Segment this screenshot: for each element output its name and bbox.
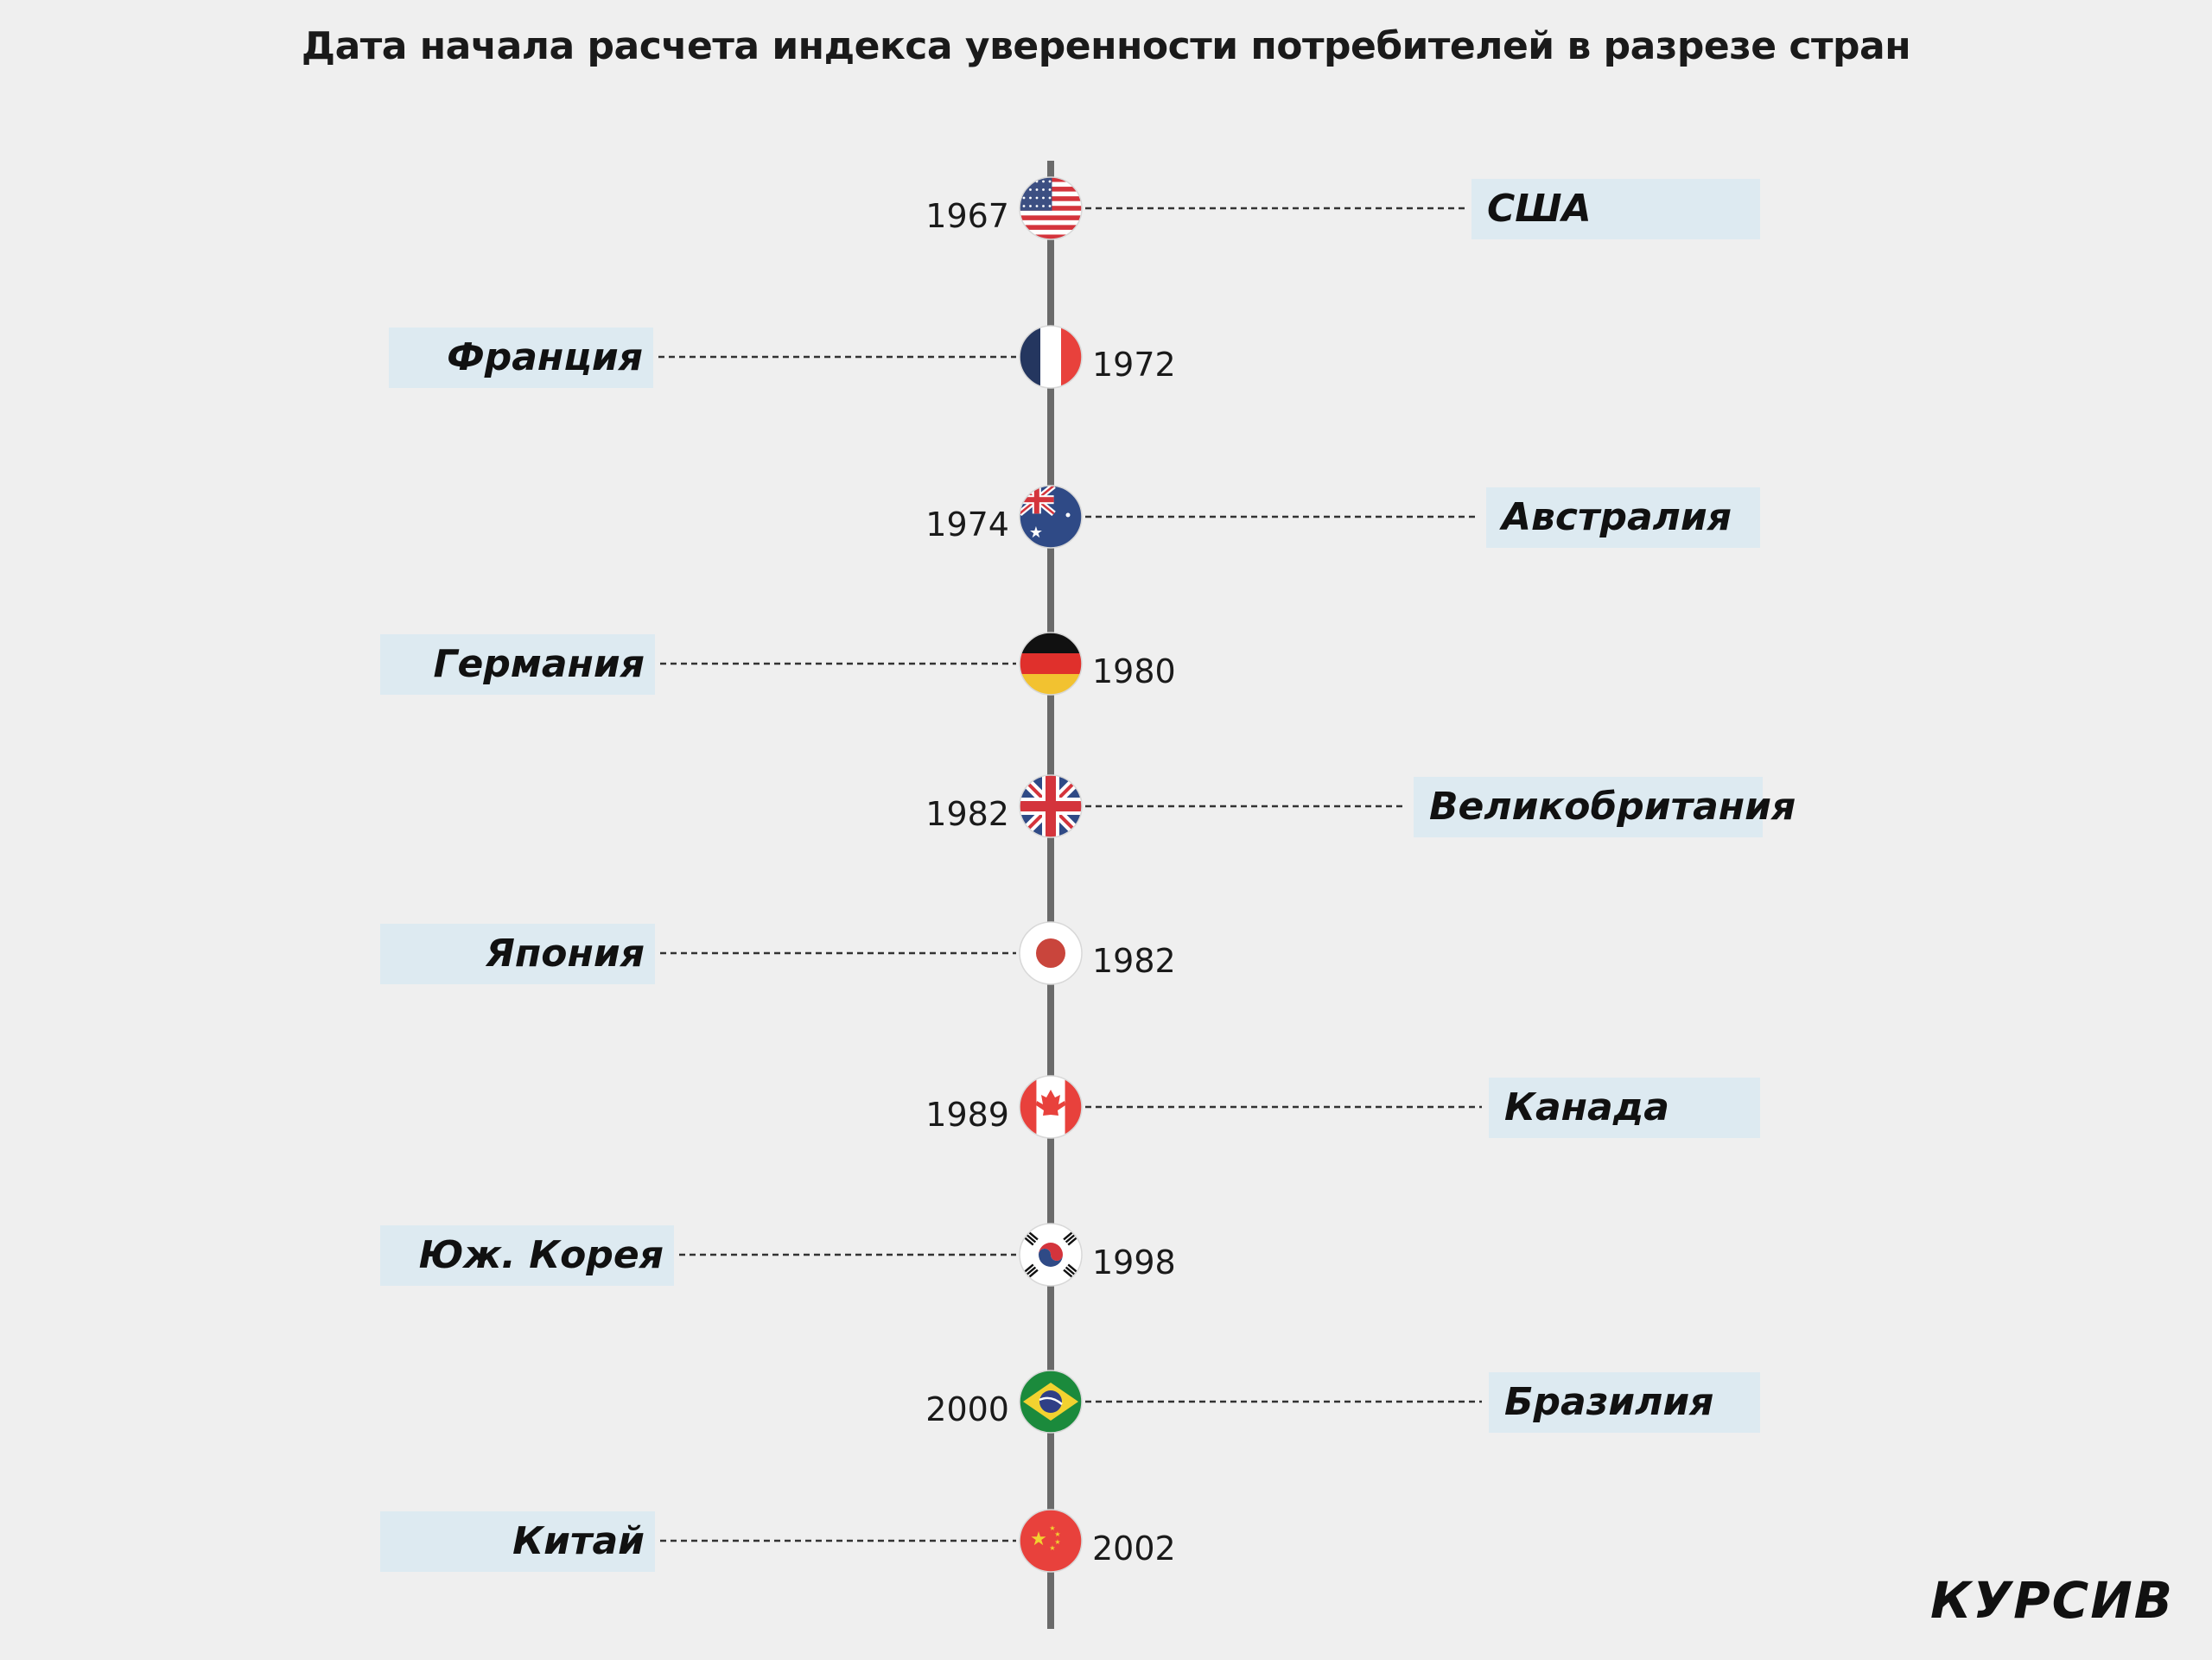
country-label: Германия	[433, 642, 645, 686]
country-label: Китай	[512, 1519, 645, 1563]
svg-text:★: ★	[1049, 1544, 1055, 1552]
timeline-event: Китай 2002★★★★★	[380, 1509, 1176, 1573]
country-label-box	[389, 328, 653, 388]
svg-text:★: ★	[1054, 1530, 1060, 1538]
timeline-event: Франция 1972	[389, 325, 1176, 389]
timeline-event: Канада 1989	[925, 1075, 1760, 1139]
year-label: 1982	[1092, 942, 1176, 980]
year-label: 1967	[925, 197, 1009, 235]
timeline-event: Великобритания 1982	[925, 774, 1796, 838]
country-label: Бразилия	[1504, 1380, 1713, 1424]
timeline-event: Австралия 1974 ★	[925, 485, 1760, 549]
timeline-event: Япония 1982	[380, 921, 1176, 985]
country-label-box	[1489, 1078, 1760, 1138]
page-title: Дата начала расчета индекса уверенности …	[301, 24, 1911, 68]
year-label: 1972	[1092, 346, 1176, 384]
svg-text:★: ★	[1030, 1529, 1047, 1550]
country-label: Австралия	[1499, 495, 1732, 539]
brazil-flag-icon	[1020, 1371, 1082, 1433]
australia-flag-icon: ★	[1020, 486, 1082, 548]
country-label: Япония	[485, 932, 645, 976]
timeline-events: США 1967 Франция 1972 Австралия 1974 ★ Германия…	[380, 176, 1796, 1573]
year-label: 1998	[1092, 1243, 1176, 1282]
year-label: 1989	[925, 1096, 1009, 1134]
svg-text:★: ★	[1049, 1524, 1055, 1532]
country-label: США	[1487, 187, 1592, 231]
country-label-box	[380, 1511, 655, 1572]
uk-flag-icon	[1020, 775, 1082, 837]
timeline-event: Юж. Корея 1998	[380, 1223, 1176, 1287]
china-flag-icon: ★★★★★	[1020, 1510, 1082, 1572]
country-label-box	[380, 634, 655, 695]
year-label: 1974	[925, 506, 1009, 544]
year-label: 1980	[1092, 652, 1176, 690]
timeline-event: США 1967	[925, 176, 1760, 240]
svg-text:★: ★	[1029, 524, 1043, 542]
south-korea-flag-icon	[1020, 1224, 1082, 1286]
year-label: 1982	[925, 795, 1009, 833]
timeline-event: Германия 1980	[380, 632, 1176, 696]
svg-text:★: ★	[1054, 1538, 1060, 1546]
country-label-box	[380, 924, 655, 984]
country-label: Юж. Корея	[419, 1233, 664, 1277]
country-label-box	[380, 1225, 674, 1286]
country-label-box	[1471, 179, 1760, 239]
country-label: Великобритания	[1429, 785, 1796, 829]
country-label: Канада	[1504, 1085, 1669, 1129]
year-label: 2000	[925, 1390, 1009, 1428]
country-label-box	[1489, 1372, 1760, 1433]
japan-flag-icon	[1020, 922, 1082, 984]
year-label: 2002	[1092, 1530, 1176, 1568]
country-label: Франция	[447, 335, 643, 379]
timeline-event: Бразилия 2000	[925, 1370, 1760, 1434]
country-label-box	[1486, 487, 1760, 548]
kursiv-logo: КУРСИВ	[1930, 1571, 2174, 1630]
country-label-box	[1414, 777, 1763, 837]
